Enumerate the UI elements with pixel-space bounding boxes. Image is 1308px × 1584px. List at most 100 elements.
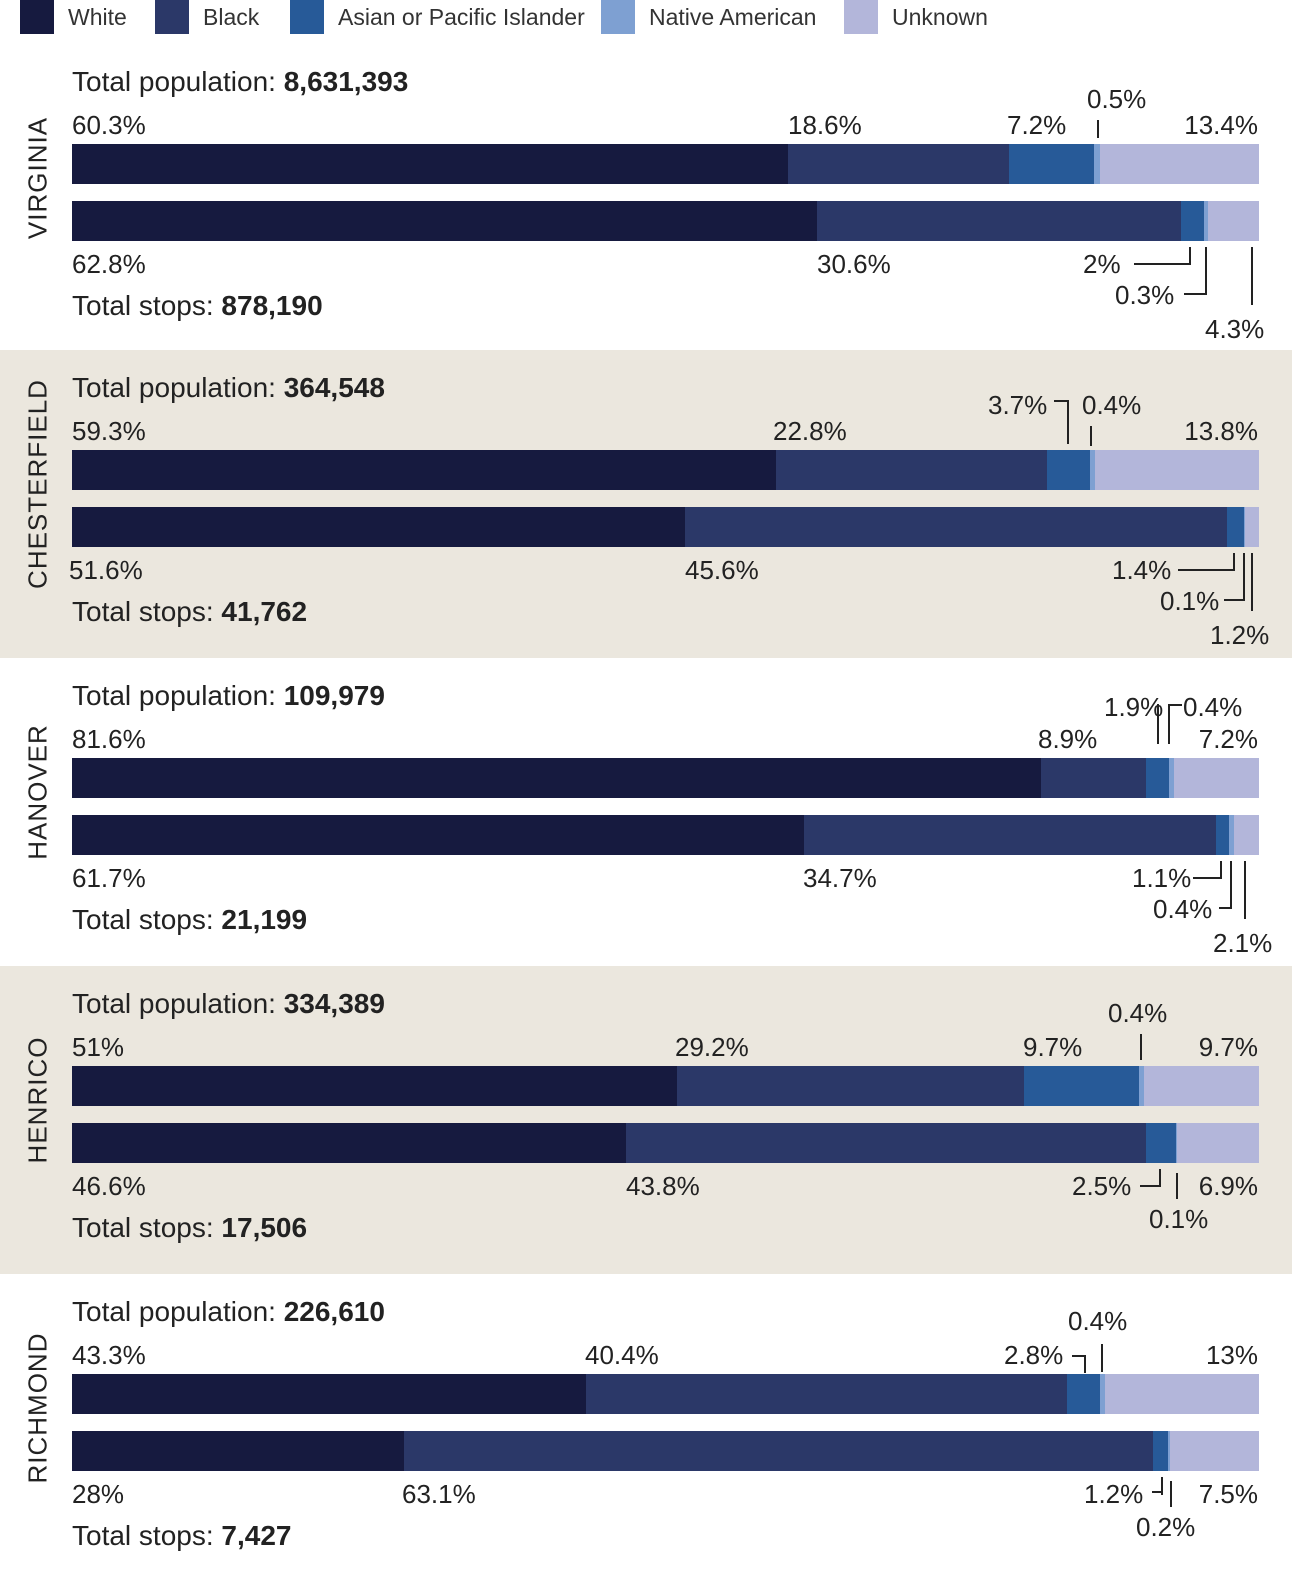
stops-seg-black (625, 1123, 1147, 1163)
leader-line (1140, 1034, 1142, 1060)
stops-seg-asian-or-pacific-islander (1216, 815, 1230, 855)
region-name: RICHMOND (22, 1332, 53, 1484)
population-seg-asian-or-pacific-islander (1023, 1066, 1140, 1106)
population-label-unknown: 7.2% (1198, 724, 1258, 754)
leader-line (1178, 569, 1234, 571)
population-label-asian-or-pacific-islander: 7.2% (1007, 110, 1067, 140)
stops-seg-black (817, 201, 1181, 241)
region-name: HENRICO (22, 1036, 53, 1164)
population-bar (72, 1066, 1259, 1106)
legend-label: White (68, 4, 127, 30)
legend-swatch (290, 0, 324, 34)
population-seg-asian-or-pacific-islander (1008, 144, 1094, 184)
total-population: Total population: 8,631,393 (72, 66, 408, 98)
population-seg-unknown (1095, 450, 1259, 490)
total-stops: Total stops: 41,762 (72, 596, 307, 628)
population-label-white: 81.6% (72, 724, 146, 754)
total-population-value: 226,610 (283, 1296, 385, 1327)
leader-line (1189, 247, 1191, 265)
stops-label-black: 63.1% (402, 1479, 476, 1509)
leader-line (1170, 1481, 1172, 1507)
population-seg-native-american (1093, 144, 1100, 184)
leader-line (1243, 553, 1245, 601)
stops-label-unknown: 4.3% (1205, 314, 1265, 344)
total-stops-value: 17,506 (221, 1212, 308, 1243)
population-seg-unknown (1143, 1066, 1259, 1106)
total-stops-label: Total stops: (72, 290, 214, 321)
total-population-label: Total population: (72, 1296, 276, 1327)
panel-richmond: RICHMOND Total population: 226,610 Total s… (0, 1274, 1292, 1582)
stops-label-unknown: 2.1% (1213, 928, 1273, 958)
stops-label-black: 30.6% (817, 249, 891, 279)
panel-virginia: VIRGINIA Total population: 8,631,393 Total… (0, 44, 1292, 352)
leader-line (1233, 553, 1235, 571)
leader-line (1084, 1355, 1086, 1373)
stops-seg-black (685, 507, 1227, 547)
stops-bar (72, 1123, 1259, 1163)
stops-label-white: 46.6% (72, 1171, 146, 1201)
stops-seg-native-american (1175, 1123, 1177, 1163)
total-stops-value: 7,427 (221, 1520, 292, 1551)
leader-line (1152, 1491, 1162, 1493)
stops-seg-black (804, 815, 1217, 855)
stops-label-white: 62.8% (72, 249, 146, 279)
region-name: CHESTERFIELD (22, 379, 53, 589)
population-label-native-american: 0.4% (1183, 692, 1243, 722)
population-label-native-american: 0.5% (1087, 84, 1147, 114)
stops-seg-unknown (1244, 507, 1259, 547)
stops-label-asian-or-pacific-islander: 2% (1083, 249, 1121, 279)
stops-seg-unknown (1169, 1431, 1259, 1471)
population-label-unknown: 9.7% (1198, 1032, 1258, 1062)
leader-line (1184, 293, 1206, 295)
legend-label: Asian or Pacific Islander (338, 4, 585, 30)
stops-seg-asian-or-pacific-islander (1180, 201, 1205, 241)
population-seg-white (72, 144, 788, 184)
population-seg-native-american (1168, 758, 1174, 798)
total-stops-value: 41,762 (221, 596, 308, 627)
stops-seg-asian-or-pacific-islander (1146, 1123, 1176, 1163)
stops-seg-white (72, 507, 686, 547)
population-seg-black (787, 144, 1009, 184)
leader-line (1244, 861, 1246, 919)
population-label-white: 59.3% (72, 416, 146, 446)
leader-line (1176, 1173, 1178, 1199)
stops-seg-asian-or-pacific-islander (1226, 507, 1244, 547)
population-label-black: 22.8% (773, 416, 847, 446)
stops-label-native-american: 0.4% (1153, 894, 1213, 924)
leader-line (1140, 1185, 1160, 1187)
population-label-black: 40.4% (585, 1340, 659, 1370)
total-stops-label: Total stops: (72, 596, 214, 627)
total-stops: Total stops: 21,199 (72, 904, 307, 936)
population-bar (72, 450, 1259, 490)
population-seg-unknown (1104, 1374, 1259, 1414)
total-population: Total population: 109,979 (72, 680, 385, 712)
stops-label-black: 34.7% (803, 863, 877, 893)
stops-label-asian-or-pacific-islander: 1.2% (1084, 1479, 1144, 1509)
population-label-black: 8.9% (1038, 724, 1098, 754)
stops-label-black: 43.8% (626, 1171, 700, 1201)
leader-line (1072, 1355, 1086, 1357)
population-label-asian-or-pacific-islander: 3.7% (988, 390, 1048, 420)
leader-line (1161, 1477, 1163, 1495)
leader-line (1230, 861, 1232, 909)
stops-seg-unknown (1234, 815, 1259, 855)
population-seg-native-american (1139, 1066, 1144, 1106)
total-population-label: Total population: (72, 66, 276, 97)
population-label-white: 60.3% (72, 110, 146, 140)
population-seg-white (72, 1374, 587, 1414)
population-seg-black (586, 1374, 1067, 1414)
population-bar (72, 1374, 1259, 1414)
total-stops-label: Total stops: (72, 1212, 214, 1243)
leader-line (1134, 263, 1190, 265)
population-bar (72, 758, 1259, 798)
stops-seg-asian-or-pacific-islander (1153, 1431, 1168, 1471)
population-seg-asian-or-pacific-islander (1146, 758, 1169, 798)
leader-line (1168, 704, 1170, 744)
population-label-white: 43.3% (72, 1340, 146, 1370)
total-stops-value: 21,199 (221, 904, 308, 935)
stops-seg-unknown (1176, 1123, 1259, 1163)
stops-seg-native-american (1204, 201, 1208, 241)
legend: White Black Asian or Pacific Islander Nativ… (0, 0, 1308, 46)
stops-seg-black (404, 1431, 1154, 1471)
leader-line (1067, 400, 1069, 444)
